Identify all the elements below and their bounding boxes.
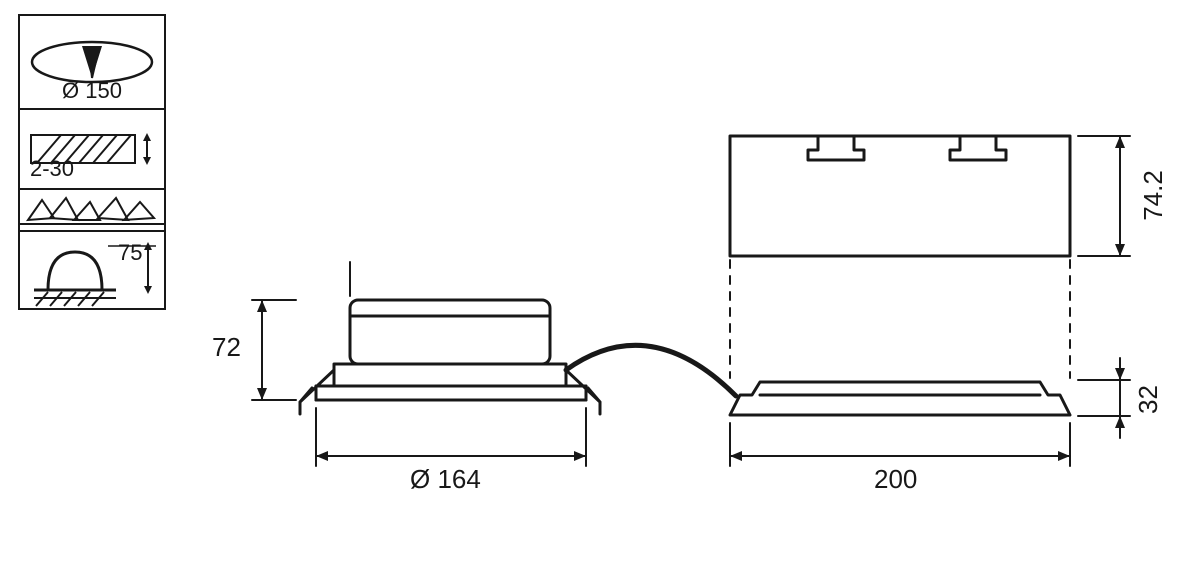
cutout-diameter-label: Ø 150 [20, 78, 164, 104]
ceiling-thickness-label: 2-30 [30, 156, 74, 182]
legend-cell-recess: 75 [20, 232, 164, 308]
recess-depth-label: 75 [118, 240, 142, 266]
legend-cell-thickness: 2-30 [20, 110, 164, 190]
legend-cell-void [20, 190, 164, 232]
dim-fixture-diameter: Ø 164 [410, 464, 481, 495]
void-icon [20, 190, 164, 230]
legend-panel: Ø 150 2-30 [18, 14, 166, 310]
dim-driver-height: 32 [1133, 385, 1164, 414]
dim-fixture-height: 72 [212, 332, 241, 363]
dim-driver-width: 74.2 [1138, 170, 1169, 221]
technical-drawing [180, 0, 1200, 574]
dim-driver-length: 200 [874, 464, 917, 495]
legend-cell-cutout: Ø 150 [20, 16, 164, 110]
